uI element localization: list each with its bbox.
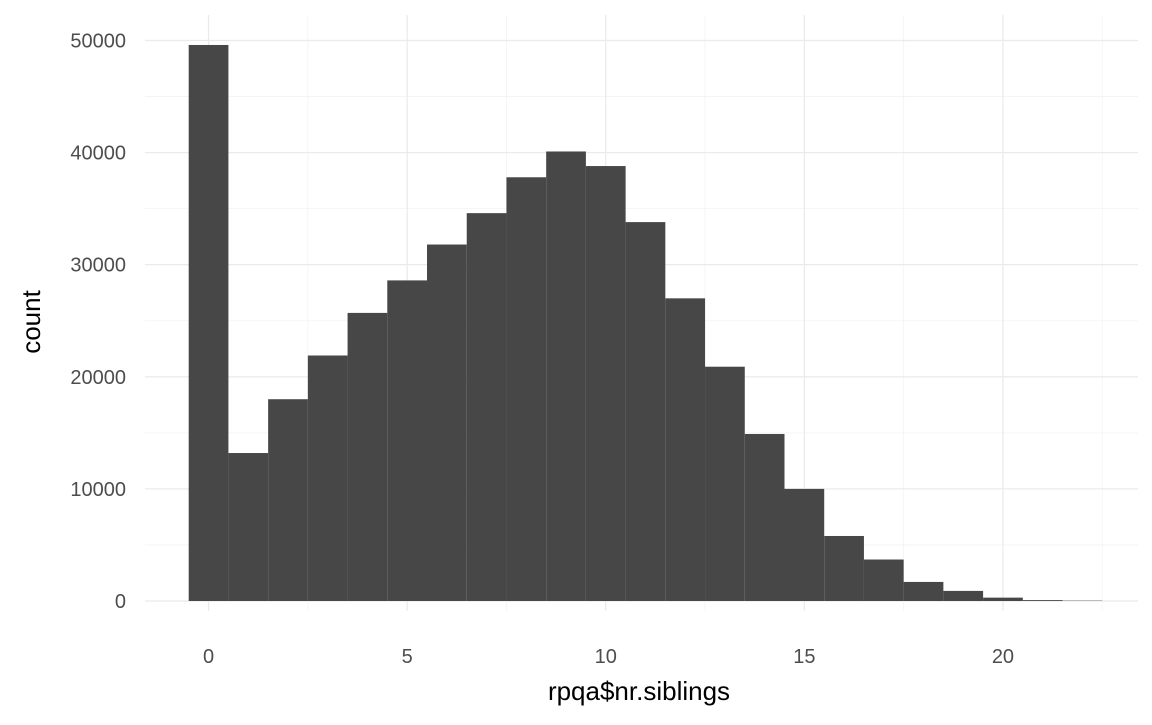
histogram-bar	[228, 453, 268, 601]
histogram-bar	[983, 598, 1023, 601]
histogram-bar	[864, 560, 904, 601]
y-axis-ticks: 0 10000 20000 30000 40000 50000	[70, 31, 126, 614]
histogram-bar	[626, 222, 666, 601]
histogram-bar	[824, 536, 864, 601]
x-axis-ticks: 0 5 10 15 20	[203, 646, 1014, 668]
y-tick-label: 10000	[70, 479, 126, 501]
histogram-bar	[546, 151, 586, 601]
histogram-bar	[1023, 600, 1063, 601]
histogram-bar	[427, 245, 467, 601]
y-axis-title: count	[16, 289, 46, 353]
y-tick-label: 0	[115, 591, 126, 613]
histogram-bar	[268, 399, 308, 601]
x-tick-label: 0	[203, 646, 214, 668]
y-tick-label: 50000	[70, 31, 126, 53]
histogram-bars	[189, 45, 1103, 601]
x-tick-label: 10	[595, 646, 617, 668]
histogram-bar	[189, 45, 229, 601]
histogram-bar	[586, 166, 626, 601]
histogram-bar	[467, 213, 507, 601]
histogram-bar	[705, 367, 745, 601]
y-tick-label: 20000	[70, 367, 126, 389]
y-tick-label: 40000	[70, 143, 126, 165]
histogram-bar	[904, 582, 944, 601]
histogram-bar	[784, 489, 824, 601]
x-tick-label: 20	[992, 646, 1014, 668]
x-tick-label: 15	[793, 646, 815, 668]
histogram-bar	[745, 434, 785, 601]
histogram-bar	[665, 298, 705, 601]
histogram-bar	[943, 591, 983, 601]
histogram-bar	[387, 280, 427, 601]
x-tick-label: 5	[402, 646, 413, 668]
histogram-bar	[308, 356, 348, 601]
histogram-bar	[348, 313, 388, 601]
y-tick-label: 30000	[70, 255, 126, 277]
x-axis-title: rpqa$nr.siblings	[548, 676, 730, 706]
histogram-bar	[506, 177, 546, 601]
